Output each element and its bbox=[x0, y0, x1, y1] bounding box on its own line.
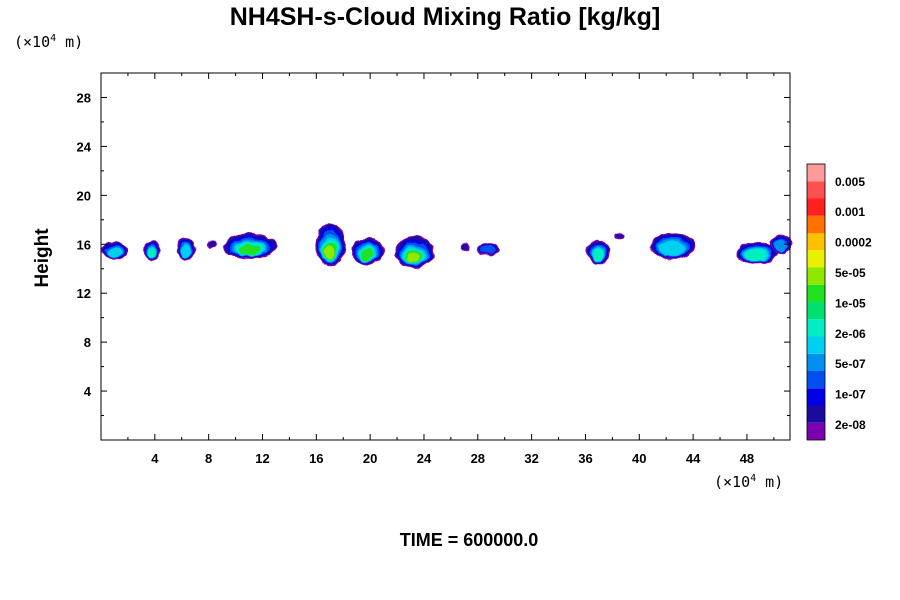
colorbar-swatch bbox=[807, 422, 825, 440]
colorbar-swatch bbox=[807, 353, 825, 371]
time-label: TIME = 600000.0 bbox=[399, 530, 539, 550]
cloud-band bbox=[616, 234, 624, 239]
x-axis: 4 8 12 16 20 24 28 32 36 40 44 48 bbox=[127, 73, 775, 466]
cloud-band bbox=[745, 250, 767, 261]
x-tick-label: 8 bbox=[205, 451, 212, 466]
x-tick-label: 4 bbox=[151, 451, 159, 466]
y-tick-label: 4 bbox=[84, 384, 92, 399]
colorbar-swatch bbox=[807, 215, 825, 233]
y-tick-label: 28 bbox=[77, 90, 91, 105]
colorbar-label: 0.001 bbox=[835, 205, 865, 219]
plot-frame bbox=[100, 72, 791, 441]
y-tick-label: 24 bbox=[77, 139, 92, 154]
colorbar-label: 1e-05 bbox=[835, 296, 866, 310]
x-tick-label: 40 bbox=[632, 451, 646, 466]
x-tick-label: 36 bbox=[578, 451, 592, 466]
x-tick-label: 28 bbox=[471, 451, 485, 466]
cloud bbox=[650, 233, 696, 259]
colorbar-swatch bbox=[807, 181, 825, 199]
colorbar-swatch bbox=[807, 198, 825, 216]
cloud-band bbox=[208, 241, 216, 247]
colorbar-swatch bbox=[807, 284, 825, 302]
cloud bbox=[207, 240, 217, 248]
cloud bbox=[615, 233, 625, 240]
cloud bbox=[315, 223, 346, 267]
colorbar: 2e-08 1e-07 5e-07 2e-06 1e-05 5e-05 0.0002 0.00… bbox=[806, 163, 872, 441]
cloud bbox=[586, 240, 610, 264]
colorbar-swatch bbox=[807, 319, 825, 337]
cloud bbox=[176, 238, 197, 259]
cloud-band bbox=[462, 244, 469, 251]
x-tick-label: 12 bbox=[255, 451, 269, 466]
y-axis: 4 8 12 16 20 24 28 bbox=[77, 90, 790, 417]
y-tick-label: 8 bbox=[84, 335, 91, 350]
x-tick-label: 48 bbox=[740, 451, 754, 466]
cloud-band bbox=[238, 244, 261, 255]
cloud-band bbox=[658, 241, 686, 256]
y-tick-label: 20 bbox=[77, 188, 91, 203]
cloud-band bbox=[180, 244, 192, 257]
cloud-band bbox=[407, 252, 421, 263]
y-axis-unit: (×104 m) bbox=[14, 33, 84, 51]
y-tick-label: 16 bbox=[77, 237, 91, 252]
colorbar-swatch bbox=[807, 164, 825, 182]
cloud bbox=[461, 243, 470, 252]
colorbar-label: 5e-07 bbox=[835, 357, 866, 371]
colorbar-swatch bbox=[807, 250, 825, 268]
colorbar-label: 2e-08 bbox=[835, 418, 866, 432]
colorbar-swatch bbox=[807, 388, 825, 406]
colorbar-label: 2e-06 bbox=[835, 327, 866, 341]
cloud-band bbox=[107, 247, 122, 258]
cloud bbox=[476, 243, 500, 256]
cloud bbox=[351, 236, 384, 266]
cloud-band bbox=[773, 239, 788, 252]
cloud bbox=[223, 233, 278, 259]
cloud bbox=[144, 239, 161, 262]
cloud-band bbox=[592, 249, 604, 261]
x-axis-unit: (×104 m) bbox=[714, 473, 784, 491]
x-tick-label: 44 bbox=[686, 451, 701, 466]
cloud-band bbox=[148, 247, 156, 259]
colorbar-label: 5e-05 bbox=[835, 266, 866, 280]
chart-title: NH4SH-s-Cloud Mixing Ratio [kg/kg] bbox=[229, 3, 661, 31]
cloud bbox=[394, 236, 435, 268]
x-tick-label: 20 bbox=[363, 451, 377, 466]
colorbar-swatch bbox=[807, 233, 825, 251]
x-tick-label: 16 bbox=[309, 451, 323, 466]
cloud-band bbox=[479, 245, 496, 254]
colorbar-frame bbox=[806, 163, 826, 441]
colorbar-swatch bbox=[807, 405, 825, 423]
colorbar-label: 0.005 bbox=[835, 175, 865, 189]
cloud-band bbox=[324, 245, 335, 260]
colorbar-swatch bbox=[807, 267, 825, 285]
colorbar-swatch bbox=[807, 336, 825, 354]
cloud-band bbox=[360, 249, 374, 261]
colorbar-label: 0.0002 bbox=[835, 236, 872, 250]
x-tick-label: 24 bbox=[417, 451, 432, 466]
x-tick-label: 32 bbox=[524, 451, 538, 466]
colorbar-swatch bbox=[807, 371, 825, 389]
cloud bbox=[769, 234, 792, 255]
cloud bbox=[101, 241, 128, 261]
colorbar-label: 1e-07 bbox=[835, 388, 866, 402]
colorbar-swatch bbox=[807, 302, 825, 320]
cloud-field bbox=[101, 223, 792, 268]
y-tick-label: 12 bbox=[77, 286, 91, 301]
cloud bbox=[734, 241, 778, 264]
